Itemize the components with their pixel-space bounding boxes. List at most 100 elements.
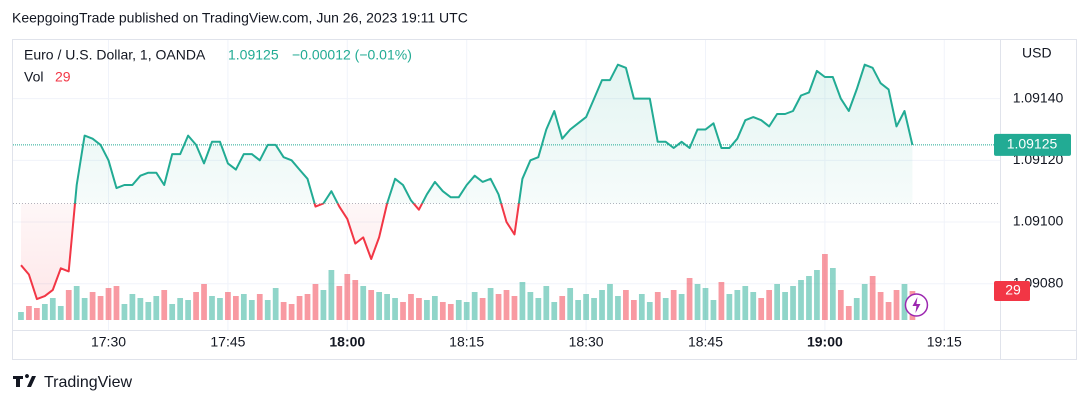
volume-bar xyxy=(169,304,176,320)
volume-bar xyxy=(225,292,231,320)
volume-bar xyxy=(551,302,558,320)
volume-bar xyxy=(686,278,693,320)
volume-bar xyxy=(901,284,908,320)
x-tick-label: 17:30 xyxy=(91,334,126,350)
volume-bar xyxy=(209,296,215,320)
volume-bar xyxy=(599,290,605,320)
volume-bar xyxy=(535,298,542,320)
volume-bar xyxy=(766,290,773,320)
volume-bar xyxy=(328,270,335,320)
volume-bar xyxy=(121,304,128,320)
volume-bar xyxy=(623,290,629,320)
volume-bar xyxy=(861,284,868,320)
volume-bar xyxy=(400,302,406,320)
volume-bar xyxy=(145,302,152,320)
volume-bar xyxy=(201,284,207,320)
volume-bar xyxy=(837,290,844,320)
price-line xyxy=(20,63,914,301)
volume-bar xyxy=(822,254,828,320)
volume-bar xyxy=(41,304,48,320)
volume-bar xyxy=(105,288,112,320)
volume-bar xyxy=(34,308,40,320)
volume-tag: 29 xyxy=(1005,282,1021,298)
x-tick-label: 18:00 xyxy=(329,334,365,350)
volume-bar xyxy=(392,298,398,320)
volume-bar xyxy=(790,286,796,320)
last-price: 1.09125 xyxy=(228,47,279,63)
volume-bar xyxy=(376,292,383,320)
volume-bar xyxy=(360,286,367,320)
volume-bar xyxy=(583,294,589,320)
volume-bar xyxy=(217,298,223,320)
volume-bar xyxy=(503,290,510,320)
x-tick-label: 18:30 xyxy=(569,334,604,350)
volume-bar xyxy=(193,292,199,320)
x-tick-label: 18:45 xyxy=(688,334,723,350)
header: KeepgoingTrade published on TradingView.… xyxy=(12,10,468,26)
volume-bar xyxy=(702,288,709,320)
volume-bar xyxy=(710,300,717,320)
volume-bar xyxy=(742,286,749,320)
volume-bar xyxy=(591,298,597,320)
x-tick-label: 17:45 xyxy=(210,334,245,350)
volume-bar xyxy=(137,298,144,320)
volume-bar xyxy=(368,290,375,320)
volume-bar xyxy=(256,294,263,320)
volume-bar xyxy=(129,294,136,320)
volume-bar xyxy=(471,292,478,320)
volume-bar xyxy=(288,304,295,320)
volume-bar xyxy=(774,284,780,320)
volume-bar xyxy=(806,276,812,320)
logo xyxy=(13,374,36,387)
volume-bar xyxy=(479,298,486,320)
volume-bar xyxy=(734,290,741,320)
volume-bar xyxy=(344,274,351,320)
volume-bar xyxy=(527,292,534,320)
volume-legend: Vol xyxy=(24,69,43,85)
volume-bar xyxy=(57,306,64,320)
volume-bar xyxy=(240,294,247,320)
volume-bar xyxy=(877,292,884,320)
volume-bar xyxy=(161,290,168,320)
volume-bar xyxy=(320,290,327,320)
volume-bar xyxy=(408,294,414,320)
x-tick-label: 18:15 xyxy=(449,334,484,350)
y-tick-label: 1.09100 xyxy=(1013,213,1064,229)
volume-bar xyxy=(264,300,271,320)
volume-bar xyxy=(559,296,566,320)
x-tick-label: 19:00 xyxy=(807,334,843,350)
volume-bar xyxy=(758,298,765,320)
volume-bar xyxy=(782,292,788,320)
volume-bar xyxy=(177,298,184,320)
volume-bar xyxy=(439,302,446,320)
volume-bar xyxy=(670,290,677,320)
volume-bar xyxy=(495,294,502,320)
volume-bar xyxy=(424,300,430,320)
volume-bar xyxy=(798,280,804,320)
volume-bar xyxy=(869,276,876,320)
replay-icon xyxy=(912,297,921,313)
volume-bar xyxy=(312,284,319,320)
volume-bar xyxy=(416,298,422,320)
y-tick-label: 1.09140 xyxy=(1013,89,1064,105)
volume-bar xyxy=(113,286,120,320)
volume-last: 29 xyxy=(55,69,71,85)
symbol: Euro / U.S. Dollar, 1, OANDA xyxy=(24,47,206,63)
volume-bar xyxy=(567,288,574,320)
volume-bar xyxy=(575,300,582,320)
volume-bar xyxy=(678,294,685,320)
last-price-tag: 1.09125 xyxy=(1007,136,1058,152)
volume-bar xyxy=(662,298,669,320)
volume-bar xyxy=(185,300,191,320)
volume-bar xyxy=(543,286,550,320)
volume-bar xyxy=(296,296,303,320)
volume-bar xyxy=(81,298,88,320)
footer-brand: TradingView xyxy=(44,374,132,391)
volume-bar xyxy=(49,298,56,320)
volume-bar xyxy=(384,294,390,320)
currency: USD xyxy=(1022,45,1052,61)
volume-bar xyxy=(829,268,836,320)
chart-frame xyxy=(12,39,1077,360)
